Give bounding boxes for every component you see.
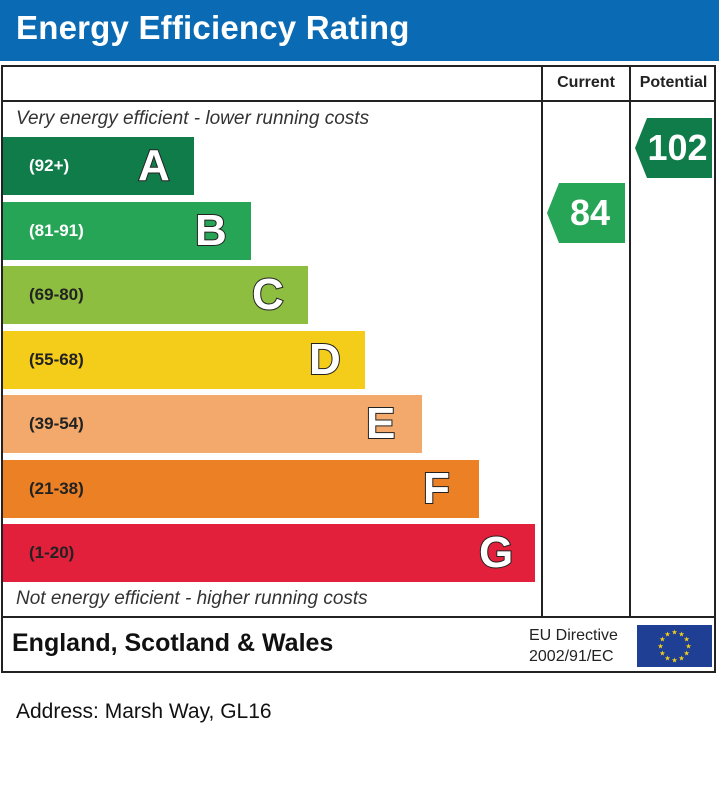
flag-star: ★ [657,643,663,651]
page-title: Energy Efficiency Rating [16,9,410,46]
band-range-label: (1-20) [29,543,75,562]
efficient-note: Very energy efficient - lower running co… [16,108,370,129]
flag-star: ★ [678,630,684,638]
eu-flag-icon: ★ ★ ★ ★ ★ ★ ★ ★ ★ ★ ★ ★ [637,625,712,667]
potential-rating-arrow-value: 102 [647,127,708,168]
band-letter: G [478,527,514,578]
band-letter: F [422,463,451,514]
potential-column-header: Potential [639,74,708,91]
footer-divider [1,616,716,618]
eu-directive-number: 2002/91/EC [529,648,614,665]
flag-star: ★ [683,650,689,658]
band-range-label: (92+) [29,156,70,175]
potential-rating-arrow: 102 [635,118,712,178]
band-range-label: (39-54) [29,414,84,433]
band-letter: D [308,334,342,385]
current-column-divider [541,65,543,618]
current-rating-arrow-value: 84 [569,192,611,233]
inefficient-note: Not energy efficient - higher running co… [16,588,368,609]
flag-star: ★ [683,636,689,644]
flag-star: ★ [664,630,670,638]
chart-frame [1,65,716,673]
current-column-header: Current [557,74,615,91]
band-e: (39-54) E [3,395,422,453]
potential-column-divider [629,65,631,618]
address: Address: Marsh Way, GL16 [16,700,272,723]
band-range-label: (69-80) [29,285,84,304]
band-d: (55-68) D [3,331,365,389]
flag-star: ★ [659,650,665,658]
band-letter: E [365,398,396,449]
potential-rating-arrow-shape [635,118,712,178]
header-bar: Energy Efficiency Rating [0,0,719,61]
flag-star: ★ [664,655,670,663]
band-range-label: (21-38) [29,479,84,498]
band-range-label: (81-91) [29,221,84,240]
flag-star: ★ [659,636,665,644]
band-g: (1-20) G [3,524,535,582]
band-letter: C [251,269,285,320]
band-range-label: (55-68) [29,350,84,369]
band-c: (69-80) C [3,266,308,324]
eu-directive-label: EU Directive [529,627,618,644]
band-b: (81-91) B [3,202,251,260]
header-divider [1,100,716,102]
flag-star: ★ [678,655,684,663]
band-a: (92+) A [3,137,194,195]
current-rating-arrow-shape [547,183,625,243]
band-letter: A [137,140,171,191]
current-rating-arrow: 84 [547,183,625,243]
region-label: England, Scotland & Wales [12,629,334,657]
band-letter: B [194,205,228,256]
flag-star: ★ [671,629,677,637]
band-f: (21-38) F [3,460,479,518]
flag-star: ★ [685,643,691,651]
flag-star: ★ [671,657,677,665]
